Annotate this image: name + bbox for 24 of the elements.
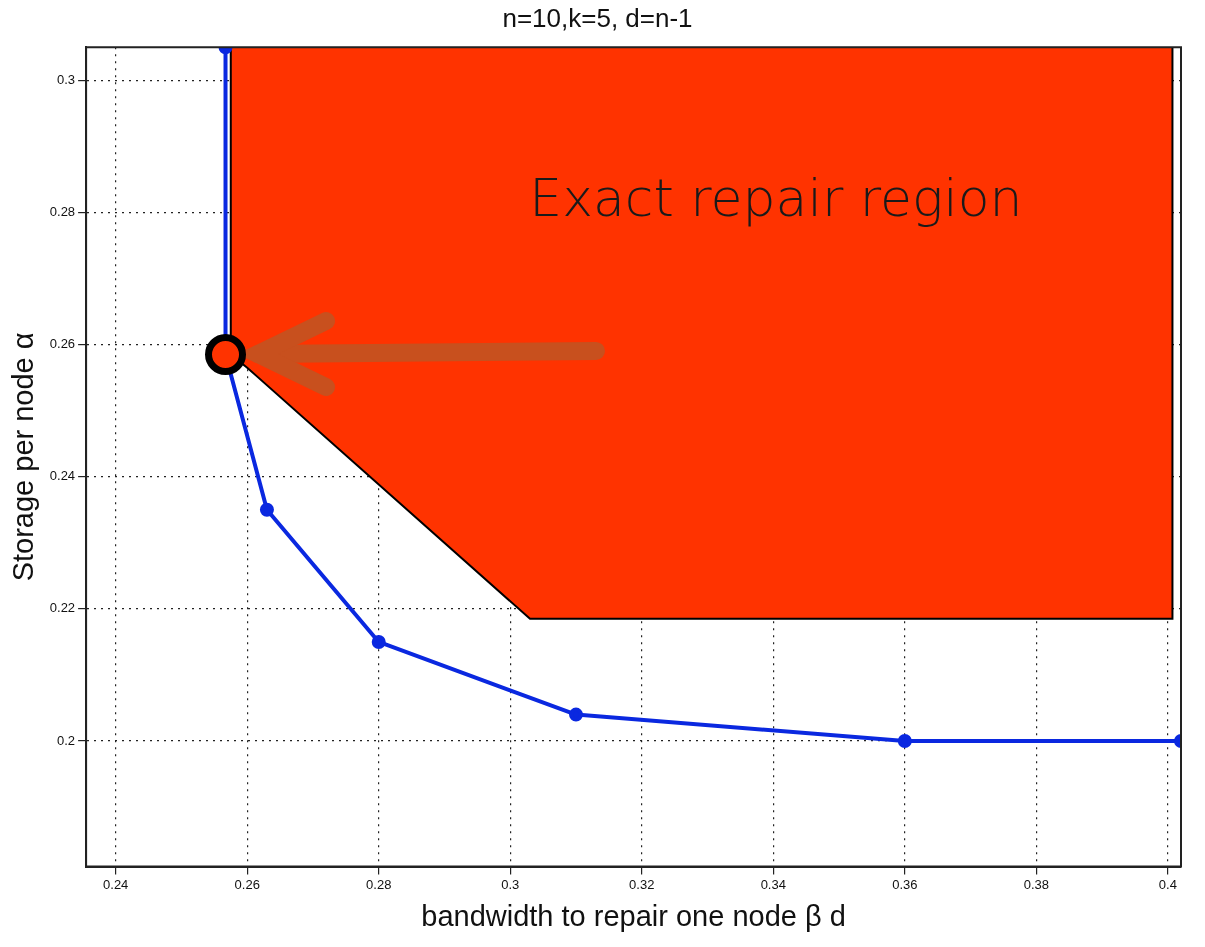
x-tick-label: 0.32: [629, 876, 655, 892]
point: [205, 333, 247, 375]
x-tick-label: 0.24: [103, 876, 129, 892]
x-tick-label: 0.28: [366, 876, 392, 892]
x-tick-label: 0.26: [234, 876, 260, 892]
chart-title: n=10,k=5, d=n-1: [502, 2, 693, 33]
point: [371, 634, 386, 649]
y-tick-label: 0.3: [57, 71, 76, 87]
x-tick-label: 0.36: [892, 876, 918, 892]
x-axis-title: bandwidth to repair one node β d: [421, 899, 846, 932]
x-tick-label: 0.34: [760, 876, 786, 892]
point: [569, 707, 584, 722]
y-tick-label: 0.24: [49, 468, 76, 484]
point: [897, 734, 912, 749]
point: [259, 502, 274, 517]
x-tick-label: 0.4: [1158, 876, 1177, 892]
annotation: Exact repair region: [529, 168, 1023, 229]
y-tick-label: 0.2: [57, 732, 76, 748]
y-tick-label: 0.26: [49, 336, 76, 352]
x-tick-label: 0.38: [1023, 876, 1049, 892]
y-tick-label: 0.22: [49, 600, 76, 616]
x-tick-label: 0.3: [501, 876, 520, 892]
y-tick-label: 0.28: [49, 203, 76, 219]
y-axis-title: Storage per node α: [7, 332, 40, 582]
